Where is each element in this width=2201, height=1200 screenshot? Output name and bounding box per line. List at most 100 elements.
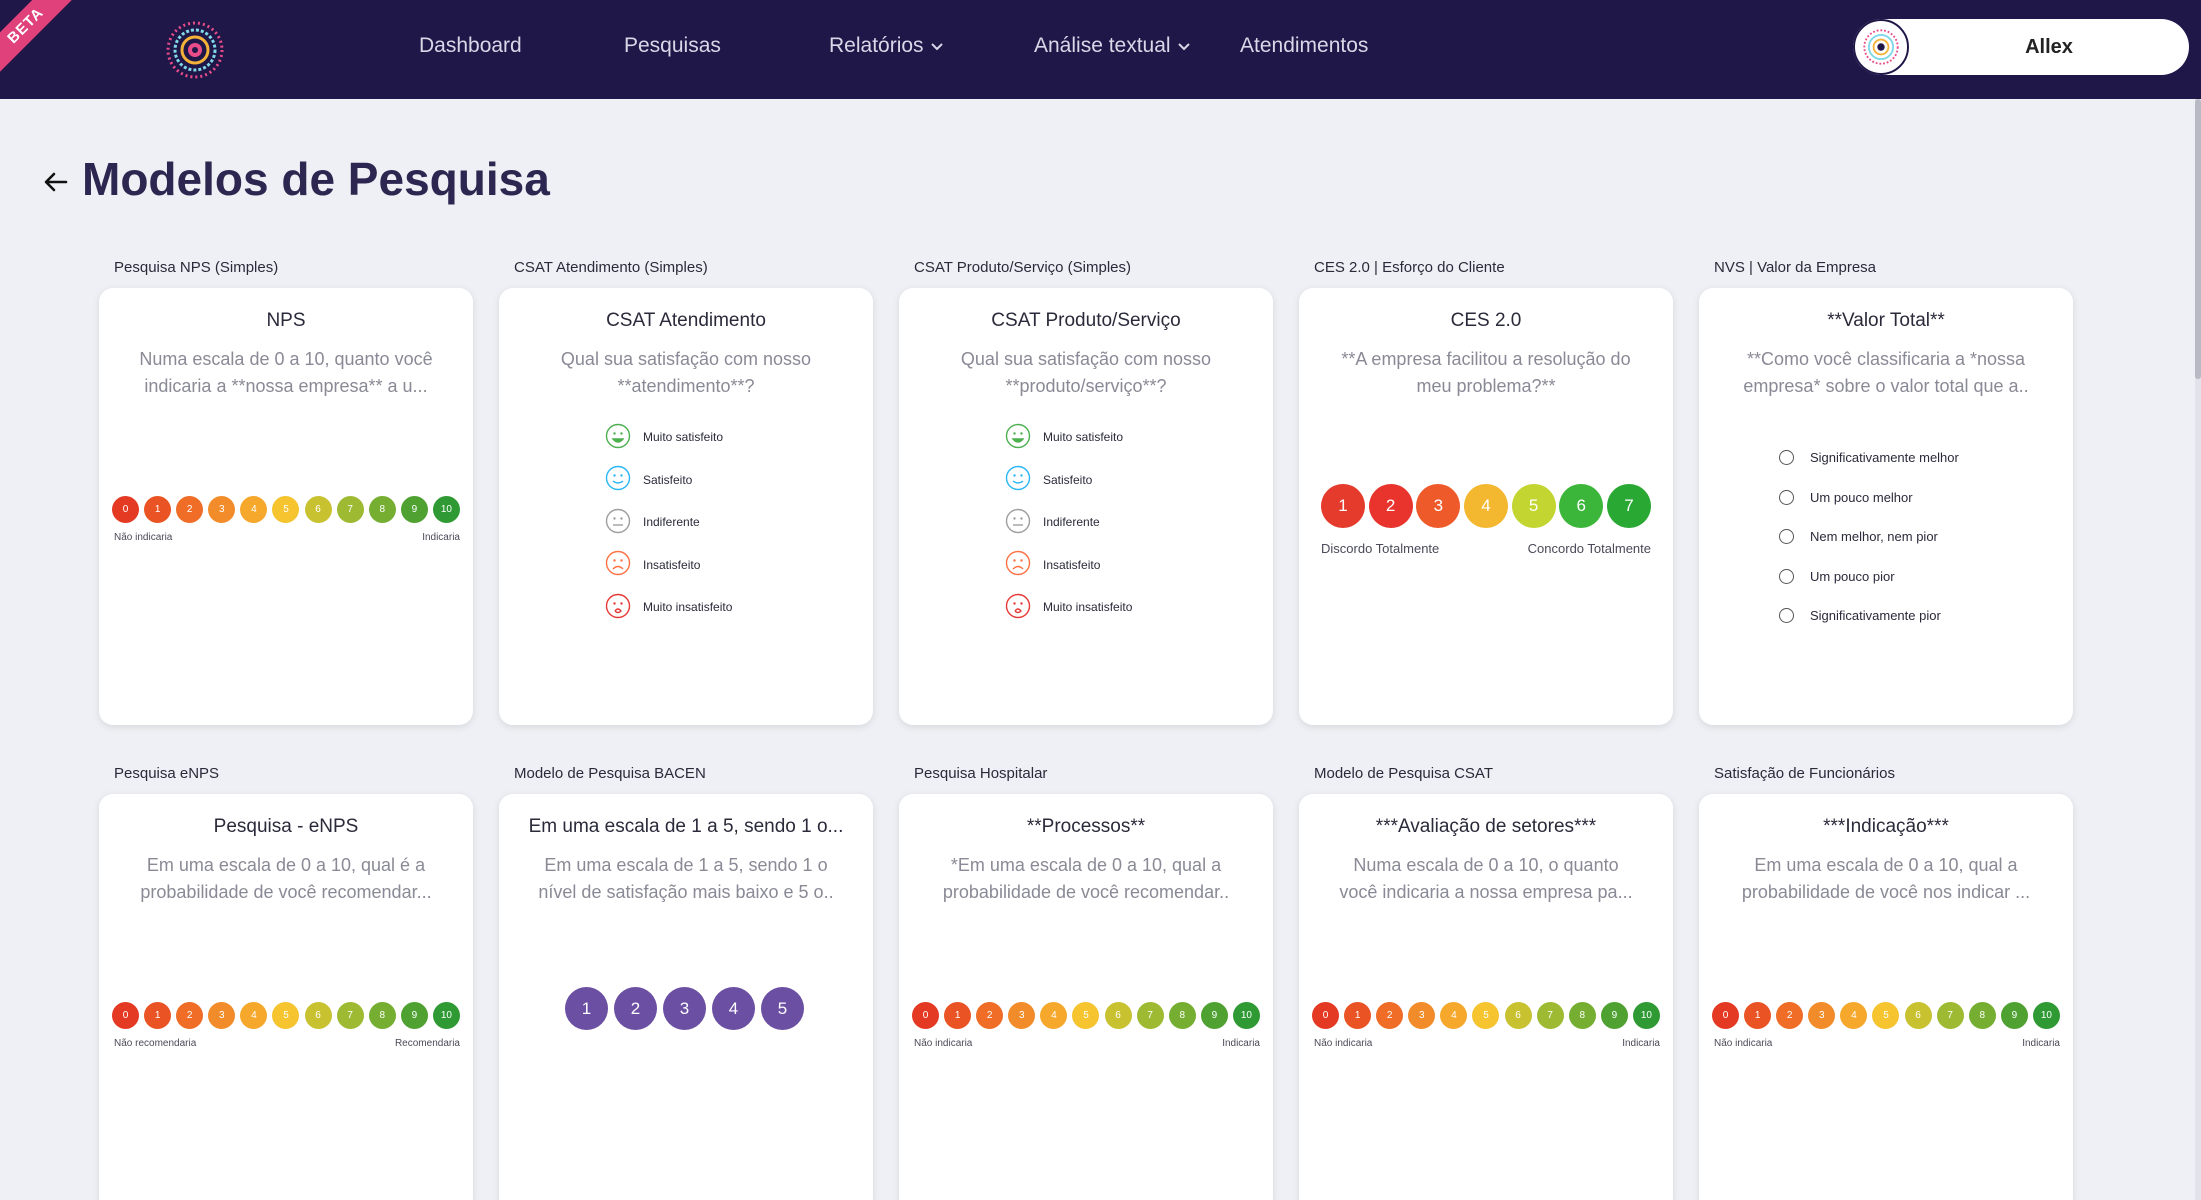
nps-option[interactable]: 1	[144, 496, 172, 523]
nps-option[interactable]: 9	[1200, 1002, 1228, 1029]
nps-option[interactable]: 7	[336, 496, 364, 523]
csat-option[interactable]: Muito satisfeito	[605, 416, 732, 459]
nps-option[interactable]: 8	[368, 496, 396, 523]
nps-option[interactable]: 6	[1504, 1002, 1532, 1029]
nps-option[interactable]: 10	[1632, 1002, 1660, 1029]
page-scrollbar[interactable]	[2195, 99, 2201, 1200]
nps-option[interactable]: 4	[1040, 1002, 1068, 1029]
nps-option[interactable]: 7	[336, 1002, 364, 1029]
nps-option[interactable]: 3	[1808, 1002, 1836, 1029]
nps-option[interactable]: 6	[304, 1002, 332, 1029]
template-card[interactable]: Pesquisa - eNPS Em uma escala de 0 a 10, …	[99, 794, 473, 1200]
nps-option[interactable]: 2	[1776, 1002, 1804, 1029]
csat-option[interactable]: Muito insatisfeito	[1005, 586, 1132, 629]
nps-option[interactable]: 7	[1936, 1002, 1964, 1029]
nps-option[interactable]: 8	[1168, 1002, 1196, 1029]
ces-option[interactable]: 2	[1368, 484, 1413, 528]
nps-option[interactable]: 6	[1104, 1002, 1132, 1029]
radio-circle-icon[interactable]	[1779, 450, 1794, 466]
template-card[interactable]: NPS Numa escala de 0 a 10, quanto você in…	[99, 288, 473, 725]
nps-option[interactable]: 4	[1440, 1002, 1468, 1029]
nav-relatorios[interactable]: Relatórios	[829, 34, 944, 58]
csat-option[interactable]: Insatisfeito	[1005, 544, 1132, 587]
csat-option[interactable]: Satisfeito	[605, 459, 732, 502]
nps-option[interactable]: 4	[1840, 1002, 1868, 1029]
bacen-option[interactable]: 2	[614, 987, 657, 1030]
nps-option[interactable]: 5	[1872, 1002, 1900, 1029]
bacen-option[interactable]: 1	[565, 987, 608, 1030]
nps-option[interactable]: 4	[240, 1002, 268, 1029]
nps-option[interactable]: 9	[2000, 1002, 2028, 1029]
nps-option[interactable]: 2	[176, 496, 204, 523]
nps-option[interactable]: 5	[1072, 1002, 1100, 1029]
ces-option[interactable]: 7	[1606, 484, 1651, 528]
radio-circle-icon[interactable]	[1779, 489, 1794, 505]
bacen-option[interactable]: 3	[663, 987, 706, 1030]
nps-option[interactable]: 0	[112, 1002, 139, 1029]
nav-analise-textual[interactable]: Análise textual	[1034, 34, 1191, 58]
ces-option[interactable]: 1	[1321, 484, 1365, 528]
nps-option[interactable]: 1	[1744, 1002, 1772, 1029]
nps-option[interactable]: 2	[976, 1002, 1004, 1029]
nav-atendimentos[interactable]: Atendimentos	[1240, 34, 1369, 57]
nps-option[interactable]: 3	[208, 496, 236, 523]
nps-option[interactable]: 0	[1312, 1002, 1339, 1029]
template-card[interactable]: CSAT Atendimento Qual sua satisfação com …	[499, 288, 873, 725]
ces-option[interactable]: 6	[1559, 484, 1604, 528]
nps-option[interactable]: 1	[1344, 1002, 1372, 1029]
radio-option[interactable]: Nem melhor, nem pior	[1779, 517, 1959, 557]
radio-circle-icon[interactable]	[1779, 529, 1794, 545]
nps-option[interactable]: 10	[2032, 1002, 2060, 1029]
radio-circle-icon[interactable]	[1779, 568, 1794, 584]
template-card[interactable]: CSAT Produto/Serviço Qual sua satisfação …	[899, 288, 1273, 725]
nps-option[interactable]: 9	[400, 1002, 428, 1029]
back-arrow-icon[interactable]	[42, 168, 70, 196]
scrollbar-thumb[interactable]	[2195, 99, 2201, 379]
nps-option[interactable]: 4	[240, 496, 268, 523]
nps-option[interactable]: 5	[1472, 1002, 1500, 1029]
radio-circle-icon[interactable]	[1779, 608, 1794, 624]
csat-option[interactable]: Indiferente	[1005, 501, 1132, 544]
csat-option[interactable]: Indiferente	[605, 501, 732, 544]
brand-logo[interactable]	[166, 21, 224, 79]
nps-option[interactable]: 1	[144, 1002, 172, 1029]
template-card[interactable]: ***Indicação*** Em uma escala de 0 a 10, …	[1699, 794, 2073, 1200]
radio-option[interactable]: Um pouco melhor	[1779, 478, 1959, 518]
nps-option[interactable]: 7	[1136, 1002, 1164, 1029]
nps-option[interactable]: 10	[432, 1002, 460, 1029]
radio-option[interactable]: Um pouco pior	[1779, 557, 1959, 597]
csat-option[interactable]: Satisfeito	[1005, 459, 1132, 502]
radio-option[interactable]: Significativamente melhor	[1779, 438, 1959, 478]
nps-option[interactable]: 3	[208, 1002, 236, 1029]
nps-option[interactable]: 9	[1600, 1002, 1628, 1029]
nps-option[interactable]: 8	[1568, 1002, 1596, 1029]
nps-option[interactable]: 0	[912, 1002, 939, 1029]
nps-option[interactable]: 6	[304, 496, 332, 523]
user-menu[interactable]: Allex	[1853, 19, 2189, 75]
nps-option[interactable]: 2	[1376, 1002, 1404, 1029]
template-card[interactable]: **Valor Total** **Como você classificaria…	[1699, 288, 2073, 725]
csat-option[interactable]: Muito satisfeito	[1005, 416, 1132, 459]
nps-option[interactable]: 3	[1008, 1002, 1036, 1029]
nav-dashboard[interactable]: Dashboard	[419, 34, 522, 57]
nav-pesquisas[interactable]: Pesquisas	[624, 34, 721, 57]
ces-option[interactable]: 4	[1463, 484, 1508, 528]
nps-option[interactable]: 0	[1712, 1002, 1739, 1029]
nps-option[interactable]: 5	[272, 1002, 300, 1029]
csat-option[interactable]: Muito insatisfeito	[605, 586, 732, 629]
ces-option[interactable]: 3	[1416, 484, 1461, 528]
nps-option[interactable]: 10	[1232, 1002, 1260, 1029]
nps-option[interactable]: 9	[400, 496, 428, 523]
nps-option[interactable]: 5	[272, 496, 300, 523]
ces-option[interactable]: 5	[1511, 484, 1556, 528]
template-card[interactable]: **Processos** *Em uma escala de 0 a 10, q…	[899, 794, 1273, 1200]
nps-option[interactable]: 8	[1968, 1002, 1996, 1029]
nps-option[interactable]: 1	[944, 1002, 972, 1029]
nps-option[interactable]: 7	[1536, 1002, 1564, 1029]
template-card[interactable]: Em uma escala de 1 a 5, sendo 1 o... Em u…	[499, 794, 873, 1200]
nps-option[interactable]: 10	[432, 496, 460, 523]
template-card[interactable]: CES 2.0 **A empresa facilitou a resolução…	[1299, 288, 1673, 725]
nps-option[interactable]: 3	[1408, 1002, 1436, 1029]
nps-option[interactable]: 6	[1904, 1002, 1932, 1029]
bacen-option[interactable]: 4	[712, 987, 755, 1030]
